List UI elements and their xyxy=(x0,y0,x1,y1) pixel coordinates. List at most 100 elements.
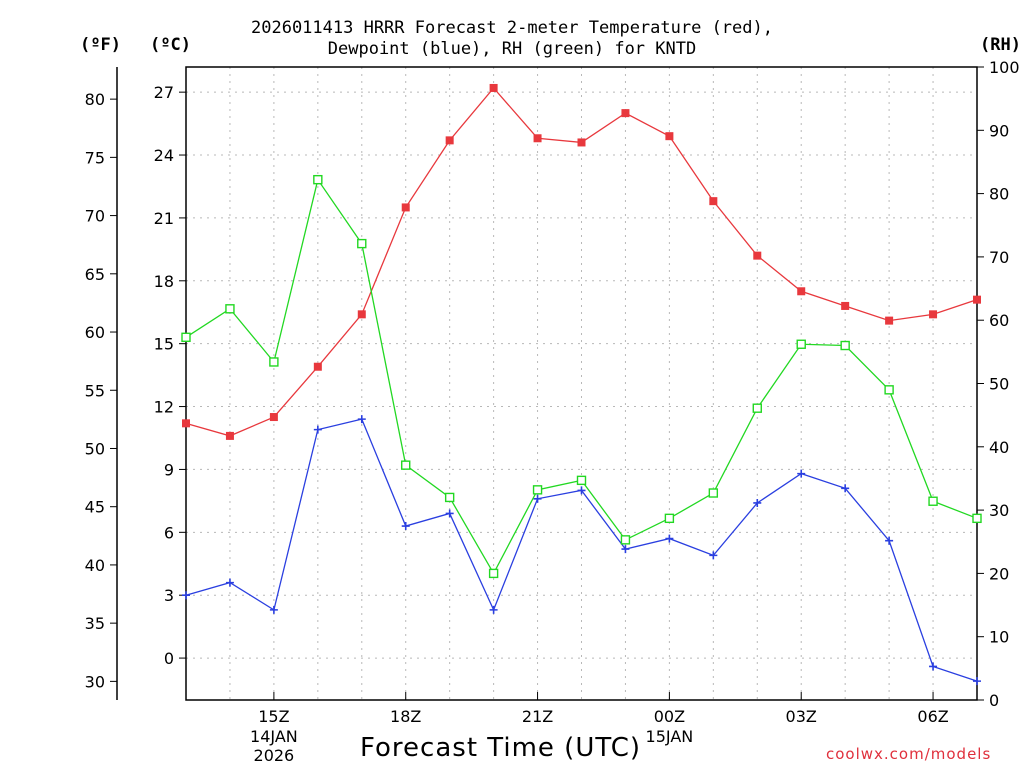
temperature-point xyxy=(225,431,234,440)
celsius-tick-label: 0 xyxy=(164,649,174,668)
celsius-axis-unit: (ºC) xyxy=(150,35,191,55)
rh-point xyxy=(576,475,587,486)
rh-axis-unit: (RH) xyxy=(980,35,1021,55)
x-date-label: 14JAN xyxy=(250,727,298,746)
dewpoint-point xyxy=(621,545,630,554)
tick-labels: 0 3 6 9 12 15 18 21 24 27 30 35 40 45 50 55 60 65 70 75 80 0 1… xyxy=(85,58,1020,765)
rh-point xyxy=(708,488,719,498)
x-year-label: 2026 xyxy=(254,746,295,765)
rh-point xyxy=(796,339,806,349)
axes xyxy=(110,66,984,701)
dewpoint-point xyxy=(357,415,366,424)
temperature-point xyxy=(621,109,630,118)
temperature-point xyxy=(269,413,278,422)
x-tick-label: 18Z xyxy=(390,707,421,726)
x-tick-label: 15Z xyxy=(258,707,289,726)
rh-point xyxy=(620,535,631,545)
rh-point xyxy=(313,174,323,185)
rh-point xyxy=(269,357,279,367)
dewpoint-point xyxy=(841,484,850,493)
temperature-point xyxy=(182,419,190,428)
temperature-point xyxy=(973,295,981,304)
temperature-point xyxy=(401,203,410,212)
rh-tick-label: 30 xyxy=(989,501,1009,520)
dewpoint-point xyxy=(797,469,806,478)
celsius-tick-label: 18 xyxy=(154,272,174,291)
temperature-point xyxy=(665,132,674,141)
temperature-point xyxy=(929,310,938,319)
celsius-tick-label: 3 xyxy=(164,586,174,605)
chart-title-line-1: 2026011413 HRRR Forecast 2-meter Tempera… xyxy=(251,18,773,38)
fahrenheit-tick-label: 75 xyxy=(85,148,105,167)
rh-tick-label: 70 xyxy=(989,248,1009,267)
rh-tick-label: 10 xyxy=(989,628,1009,647)
series-layer xyxy=(181,83,982,686)
fahrenheit-tick-label: 40 xyxy=(85,556,105,575)
temperature-point xyxy=(885,316,894,325)
celsius-tick-label: 21 xyxy=(154,209,174,228)
temperature-point xyxy=(797,287,806,296)
rh-tick-label: 50 xyxy=(989,375,1009,394)
dewpoint-point xyxy=(577,486,586,495)
rh-point xyxy=(884,385,894,395)
temperature-point xyxy=(489,83,498,92)
temperature-point xyxy=(753,251,762,260)
dewpoint-point xyxy=(533,494,542,503)
x-tick-label: 21Z xyxy=(522,707,553,726)
x-axis-label: Forecast Time (UTC) xyxy=(360,733,642,763)
rh-point xyxy=(752,403,762,413)
dewpoint-point xyxy=(401,522,410,531)
celsius-tick-label: 12 xyxy=(154,398,174,417)
rh-point xyxy=(928,496,938,506)
fahrenheit-tick-label: 45 xyxy=(85,498,105,517)
temperature-point xyxy=(313,362,322,371)
chart-title-line-2: Dewpoint (blue), RH (green) for KNTD xyxy=(327,39,697,59)
dewpoint-point xyxy=(225,578,234,587)
celsius-tick-label: 6 xyxy=(164,523,174,542)
fahrenheit-tick-label: 60 xyxy=(85,323,105,342)
temperature-point xyxy=(577,138,586,147)
rh-tick-label: 0 xyxy=(989,691,999,710)
dewpoint-point xyxy=(709,551,718,560)
temperature-point xyxy=(445,136,454,145)
fahrenheit-tick-label: 35 xyxy=(85,614,105,633)
celsius-tick-label: 9 xyxy=(164,460,174,479)
celsius-tick-label: 27 xyxy=(154,83,174,102)
fahrenheit-tick-label: 30 xyxy=(85,672,105,691)
celsius-tick-label: 24 xyxy=(154,146,174,165)
rh-tick-label: 60 xyxy=(989,311,1009,330)
rh-point xyxy=(401,460,411,470)
dewpoint-point xyxy=(665,534,674,543)
rh-point xyxy=(444,492,455,503)
fahrenheit-tick-label: 80 xyxy=(85,90,105,109)
gridlines xyxy=(186,67,977,700)
source-credit[interactable]: coolwx.com/models xyxy=(826,745,992,763)
rh-tick-label: 40 xyxy=(989,438,1009,457)
rh-point xyxy=(357,238,367,249)
rh-point xyxy=(972,513,982,524)
fahrenheit-tick-label: 50 xyxy=(85,439,105,458)
rh-tick-label: 80 xyxy=(989,185,1009,204)
rh-point xyxy=(181,332,191,342)
x-tick-label: 03Z xyxy=(786,707,817,726)
celsius-tick-label: 15 xyxy=(154,335,174,354)
rh-tick-label: 20 xyxy=(989,564,1009,583)
rh-tick-label: 90 xyxy=(989,121,1009,140)
fahrenheit-tick-label: 65 xyxy=(85,265,105,284)
temperature-point xyxy=(709,197,718,206)
dewpoint-point xyxy=(182,591,190,600)
rh-point xyxy=(488,568,499,579)
rh-tick-label: 100 xyxy=(989,58,1020,77)
x-tick-label: 00Z xyxy=(654,707,685,726)
rh-point xyxy=(532,485,543,495)
dewpoint-point xyxy=(489,605,498,614)
rh-point xyxy=(664,513,675,524)
temperature-point xyxy=(357,310,366,319)
fahrenheit-axis-unit: (ºF) xyxy=(80,35,121,55)
dewpoint-point xyxy=(313,425,322,434)
fahrenheit-tick-label: 55 xyxy=(85,381,105,400)
fahrenheit-tick-label: 70 xyxy=(85,207,105,226)
dewpoint-point xyxy=(973,677,981,686)
temperature-point xyxy=(841,301,850,310)
